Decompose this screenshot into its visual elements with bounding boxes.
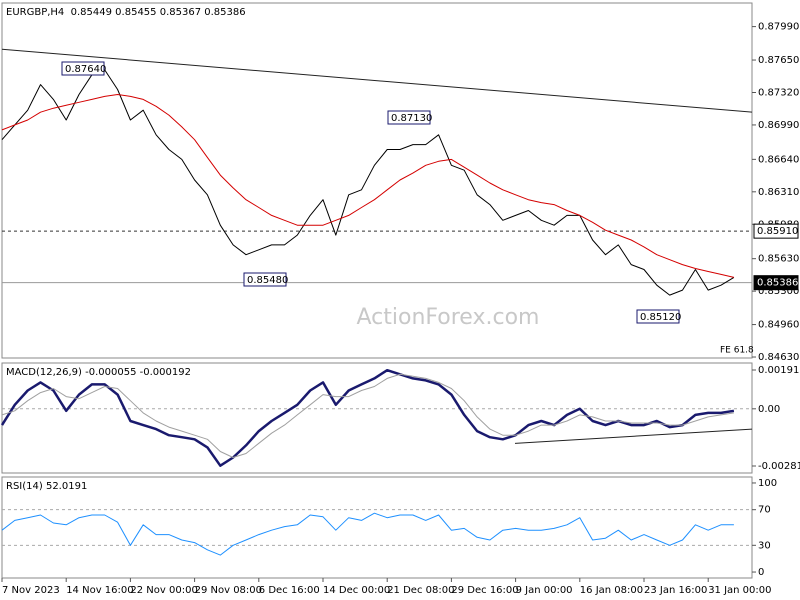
panel xyxy=(1,362,753,474)
y-tick-label: -0.002816 xyxy=(758,461,800,472)
series-line xyxy=(1,69,735,296)
y-tick-label: 70 xyxy=(758,505,771,516)
trendline xyxy=(1,48,753,113)
y-tick-label: 0.87320 xyxy=(758,87,799,98)
panel-title: MACD(12,26,9) -0.000055 -0.000192 xyxy=(6,367,191,378)
x-tick-label: 23 Jan 16:00 xyxy=(644,585,707,596)
level-label: 0.85386 xyxy=(757,278,798,289)
y-tick-label: 0.00 xyxy=(758,404,780,415)
x-tick-label: 29 Dec 16:00 xyxy=(451,585,518,596)
x-tick-label: 14 Dec 00:00 xyxy=(323,585,390,596)
y-tick-label: 0.87990 xyxy=(758,22,799,33)
y-tick-label: 0.001911 xyxy=(758,365,800,376)
panel xyxy=(1,476,753,579)
y-tick-label: 0.85300 xyxy=(758,286,799,297)
level-label-box xyxy=(753,275,799,291)
y-tick-label: 0 xyxy=(758,567,764,578)
level-label-box xyxy=(753,223,799,239)
x-tick-label: 16 Jan 08:00 xyxy=(580,585,643,596)
x-tick-label: 31 Jan 00:00 xyxy=(708,585,771,596)
annotation: FE 61.8 xyxy=(720,346,754,356)
point-label: 0.87130 xyxy=(391,113,432,124)
point-label-box xyxy=(636,309,680,324)
panel-title: RSI(14) 52.0191 xyxy=(6,481,87,492)
point-label-box xyxy=(387,110,431,125)
series-line xyxy=(1,512,734,556)
panel xyxy=(1,2,753,359)
y-tick-label: 0.84630 xyxy=(758,352,799,363)
x-tick-label: 21 Dec 08:00 xyxy=(387,585,454,596)
point-label-box xyxy=(243,272,287,287)
point-label: 0.87640 xyxy=(65,64,106,75)
y-tick-label: 30 xyxy=(758,540,771,551)
panel-title: EURGBP,H4 0.85449 0.85455 0.85367 0.8538… xyxy=(6,7,246,18)
series-line xyxy=(0,368,735,467)
point-label-box xyxy=(61,61,105,76)
point-label: 0.85480 xyxy=(247,275,288,286)
x-tick-label: 22 Nov 00:00 xyxy=(130,585,197,596)
trendline xyxy=(514,428,753,444)
series-line xyxy=(1,373,734,458)
watermark: ActionForex.com xyxy=(357,305,540,330)
x-tick-label: 7 Nov 2023 xyxy=(2,585,60,596)
x-tick-label: 9 Jan 00:00 xyxy=(516,585,573,596)
x-tick-label: 14 Nov 16:00 xyxy=(66,585,133,596)
x-tick-label: 29 Nov 08:00 xyxy=(195,585,262,596)
y-tick-label: 0.86990 xyxy=(758,120,799,131)
y-tick-label: 0.86310 xyxy=(758,187,799,198)
point-label: 0.85120 xyxy=(640,312,681,323)
y-tick-label: 0.84960 xyxy=(758,320,799,331)
x-tick-label: 6 Dec 16:00 xyxy=(259,585,320,596)
series-line xyxy=(1,94,735,278)
y-tick-label: 0.86640 xyxy=(758,154,799,165)
y-tick-label: 100 xyxy=(758,478,777,489)
level-label: 0.85910 xyxy=(757,226,798,237)
y-tick-label: 0.85630 xyxy=(758,254,799,265)
y-tick-label: 0.87650 xyxy=(758,55,799,66)
